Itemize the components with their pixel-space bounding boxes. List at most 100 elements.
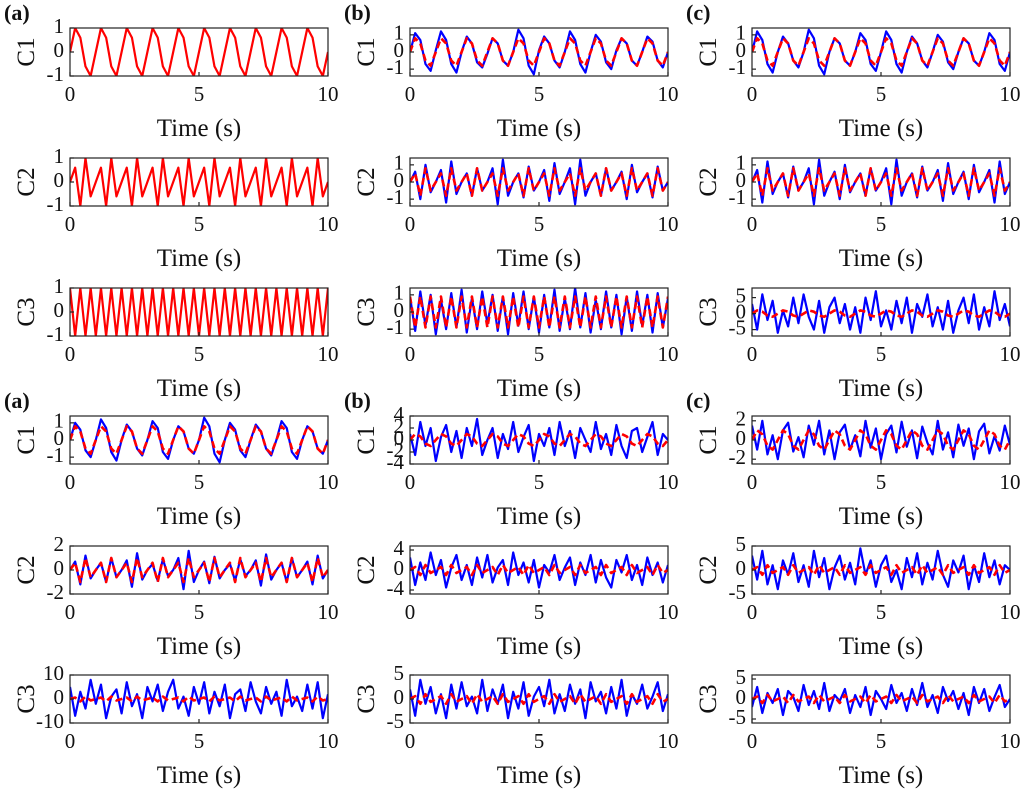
signal-line <box>752 166 1010 198</box>
x-tick-label: 5 <box>876 342 887 366</box>
signal-line <box>70 678 328 720</box>
y-tick-label: -1 <box>729 185 747 209</box>
signal-line <box>70 424 328 456</box>
y-tick-label: -4 <box>387 576 405 600</box>
x-axis-label: Time (s) <box>839 375 924 402</box>
x-axis-label: Time (s) <box>839 633 924 660</box>
x-tick-label: 5 <box>194 82 205 106</box>
x-tick-label: 10 <box>318 729 339 753</box>
x-tick-label: 10 <box>658 600 679 624</box>
y-axis-label: C1 <box>353 425 380 454</box>
y-axis-label: C1 <box>695 425 722 454</box>
y-tick-label: 0 <box>394 556 405 580</box>
y-tick-label: 0 <box>54 556 65 580</box>
x-axis-label: Time (s) <box>157 375 242 402</box>
signal-line <box>410 432 668 448</box>
x-axis-label: Time (s) <box>497 503 582 530</box>
plot-area <box>410 28 668 76</box>
signal-line <box>752 429 1010 451</box>
y-axis-label: C3 <box>13 684 40 713</box>
x-tick-label: 10 <box>658 82 679 106</box>
y-axis-label: C2 <box>13 167 40 196</box>
x-tick-label: 5 <box>534 470 545 494</box>
panel-label: (a) <box>4 0 30 25</box>
x-tick-label: 0 <box>65 212 76 236</box>
x-tick-label: 0 <box>65 729 76 753</box>
x-tick-label: 5 <box>194 212 205 236</box>
y-tick-label: 0 <box>54 168 65 192</box>
x-tick-label: 0 <box>405 470 416 494</box>
x-axis-label: Time (s) <box>157 115 242 142</box>
y-tick-label: -1 <box>47 62 65 86</box>
x-tick-label: 10 <box>1000 342 1021 366</box>
x-tick-label: 0 <box>405 212 416 236</box>
x-tick-label: 0 <box>405 342 416 366</box>
x-tick-label: 5 <box>194 600 205 624</box>
y-tick-label: -1 <box>387 315 405 339</box>
x-tick-label: 0 <box>747 82 758 106</box>
y-tick-label: -5 <box>729 580 747 604</box>
y-tick-label: 0 <box>736 685 747 709</box>
y-tick-label: 2 <box>54 532 65 556</box>
x-tick-label: 5 <box>876 729 887 753</box>
signal-line <box>752 563 1010 577</box>
y-axis-label: C3 <box>353 684 380 713</box>
y-tick-label: 1 <box>394 151 405 175</box>
plot-area <box>70 28 328 76</box>
x-axis-label: Time (s) <box>157 633 242 660</box>
y-axis-label: C3 <box>695 684 722 713</box>
y-tick-label: 0 <box>54 685 65 709</box>
x-axis-label: Time (s) <box>497 115 582 142</box>
y-axis-label: C1 <box>13 37 40 66</box>
signal-line <box>410 36 668 68</box>
y-tick-label: 1 <box>394 281 405 305</box>
signal-line <box>70 556 328 584</box>
x-tick-label: 0 <box>405 600 416 624</box>
signal-line <box>752 681 1010 717</box>
x-tick-label: 10 <box>1000 729 1021 753</box>
signal-line <box>70 288 328 336</box>
x-tick-label: 10 <box>318 342 339 366</box>
y-axis-label: C3 <box>13 297 40 326</box>
plot-area <box>70 158 328 206</box>
signal-line <box>70 158 328 206</box>
y-tick-label: -1 <box>47 322 65 346</box>
plot-area <box>70 678 328 720</box>
x-tick-label: 5 <box>534 342 545 366</box>
signal-line <box>410 166 668 198</box>
y-axis-label: C2 <box>353 167 380 196</box>
y-tick-label: 4 <box>394 536 405 560</box>
x-tick-label: 10 <box>658 729 679 753</box>
y-tick-label: -1 <box>47 443 65 467</box>
y-tick-label: 0 <box>394 426 405 450</box>
y-tick-label: 0 <box>736 426 747 450</box>
y-tick-label: -5 <box>729 705 747 729</box>
x-tick-label: 0 <box>747 729 758 753</box>
signal-line <box>410 295 668 329</box>
panel-label: (b) <box>344 0 371 25</box>
x-tick-label: 5 <box>876 212 887 236</box>
y-tick-label: 0 <box>394 168 405 192</box>
plot-area <box>410 417 668 463</box>
x-axis-label: Time (s) <box>157 762 242 789</box>
y-axis-label: C1 <box>695 37 722 66</box>
signal-line <box>752 309 1010 319</box>
signal-line <box>752 693 1010 705</box>
panel-label: (a) <box>4 388 30 413</box>
plot-area <box>752 28 1010 76</box>
y-tick-label: 1 <box>54 14 65 38</box>
y-tick-label: -5 <box>729 315 747 339</box>
x-tick-label: 0 <box>747 212 758 236</box>
x-tick-label: 10 <box>658 212 679 236</box>
